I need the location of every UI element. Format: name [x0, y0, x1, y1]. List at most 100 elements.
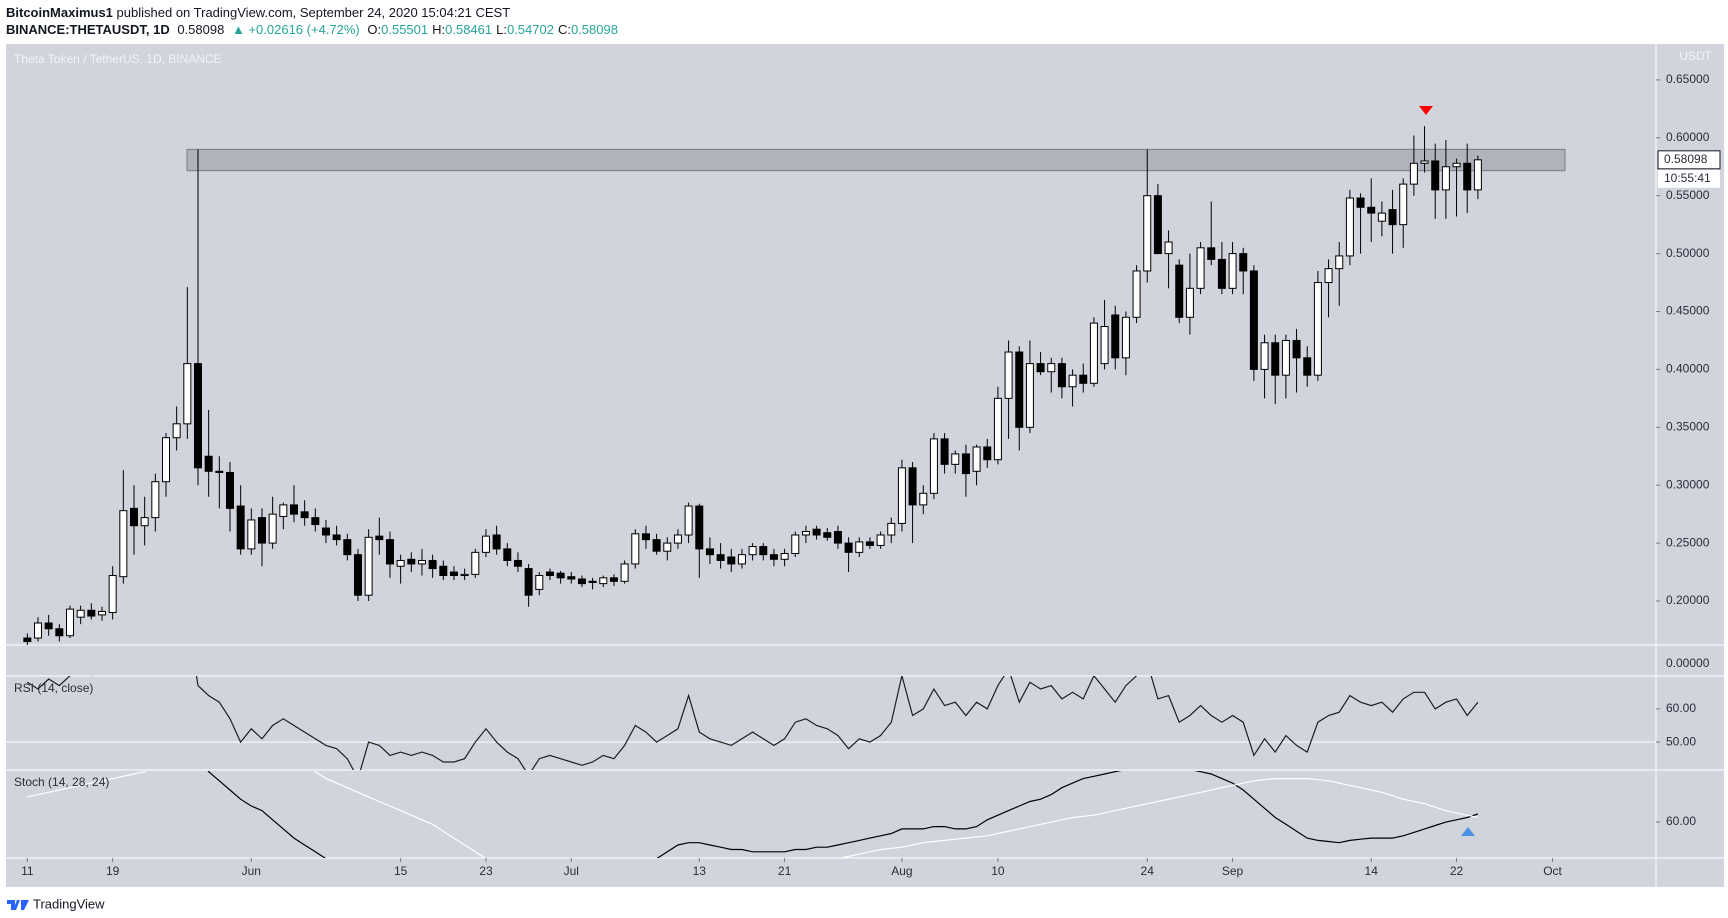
y-tick-label: 0.55000 — [1666, 188, 1710, 202]
x-tick-label: 23 — [479, 864, 493, 878]
ohlc-value: 0.58098 — [570, 22, 618, 37]
candle-body — [1217, 258, 1226, 289]
candle-body — [631, 533, 640, 565]
candle-body — [343, 539, 352, 556]
candle-body — [439, 565, 448, 577]
y-tick-label: 50.00 — [1666, 734, 1696, 748]
candle-body — [204, 455, 213, 472]
candle-body — [1377, 212, 1386, 222]
candle-body — [353, 554, 362, 596]
candle-body — [364, 536, 373, 596]
candle-body — [1132, 270, 1141, 318]
footer-logo — [7, 900, 29, 910]
x-tick-label: 22 — [1450, 864, 1464, 878]
candle-body — [1281, 339, 1290, 376]
candle-body — [652, 539, 661, 552]
candle-body — [1153, 195, 1162, 255]
candle-body — [385, 539, 394, 565]
candle-body — [1111, 314, 1120, 359]
candle-body — [833, 531, 842, 544]
buy-marker — [1461, 827, 1475, 836]
x-tick-label: 19 — [106, 864, 120, 878]
candle-body — [961, 453, 970, 475]
candle-body — [215, 470, 224, 473]
candle-body — [1143, 195, 1152, 272]
candle-body — [695, 505, 704, 550]
ohlc-label: C: — [557, 22, 571, 37]
x-tick-label: 14 — [1365, 864, 1379, 878]
ohlc-value: 0.58461 — [445, 22, 493, 37]
footer-brand: TradingView — [33, 896, 105, 911]
pane-title: Theta Token / TetherUS, 1D, BINANCE — [14, 52, 222, 66]
author: BitcoinMaximus1 — [6, 5, 113, 20]
candle-body — [1196, 247, 1205, 289]
candle-body — [951, 453, 960, 465]
candle-body — [609, 577, 618, 582]
pane-title: Stoch (14, 28, 24) — [14, 775, 109, 789]
candle-body — [1441, 166, 1450, 191]
ohlc-label: O: — [367, 22, 382, 37]
candle-body — [1367, 206, 1376, 214]
ohlc-label: L: — [496, 22, 507, 37]
candle-body — [524, 568, 533, 596]
y-tick-label: 0.40000 — [1666, 362, 1710, 376]
x-tick-label: Oct — [1543, 864, 1562, 878]
pane-title: RSI (14, close) — [14, 681, 93, 695]
candle-body — [225, 471, 234, 509]
candle-body — [119, 510, 128, 578]
candle-body — [1249, 270, 1258, 370]
candle-body — [460, 573, 469, 577]
y-tick-label: 60.00 — [1666, 701, 1696, 715]
candle-body — [556, 572, 565, 579]
candle-body — [919, 492, 928, 506]
y-tick-label: 0.65000 — [1666, 72, 1710, 86]
candle-body — [1089, 322, 1098, 384]
x-tick-label: 21 — [778, 864, 792, 878]
y-tick-label: 0.25000 — [1666, 535, 1710, 549]
candle-body — [1313, 282, 1322, 376]
x-tick-label: 11 — [21, 864, 34, 878]
scale-unit: USDT — [1679, 49, 1712, 63]
candle-body — [769, 554, 778, 560]
candle-body — [663, 542, 672, 552]
candle-body — [300, 511, 309, 519]
x-tick-label: 15 — [394, 864, 408, 878]
candle-body — [1100, 326, 1109, 365]
indicator-line — [27, 771, 1479, 858]
candle-body — [279, 504, 288, 517]
candle-body — [1420, 160, 1429, 164]
candle-body — [1207, 247, 1216, 260]
candle-body — [396, 559, 405, 567]
candle-body — [759, 546, 768, 556]
y-tick-label: 0.50000 — [1666, 246, 1710, 260]
candle-body — [823, 532, 832, 538]
header-line: BINANCE:THETAUSDT, 1D 0.58098 ▲ +0.02616… — [6, 22, 622, 37]
candle-body — [993, 397, 1002, 461]
candle-body — [1185, 287, 1194, 318]
candle-body — [1175, 264, 1184, 318]
candle-body — [183, 363, 192, 425]
candle-body — [983, 446, 992, 461]
candle-body — [65, 608, 74, 637]
plot-layer: 11 19 Jun 15 23 Jul 13 21 Aug 10 24 Sep 14 22 Oct 0.580… — [6, 72, 1721, 878]
candle-body — [33, 622, 42, 639]
candle-body — [791, 534, 800, 555]
candle-body — [737, 554, 746, 565]
candle-body — [684, 505, 693, 536]
candle-body — [97, 610, 106, 616]
countdown-box — [1658, 169, 1720, 188]
candle-body — [1239, 253, 1248, 272]
candle-body — [1473, 159, 1482, 191]
ohlc-label: H: — [432, 22, 446, 37]
scale-label: 0.00000 — [1666, 656, 1710, 670]
candle-body — [620, 563, 629, 582]
candle-body — [1303, 357, 1312, 376]
candle-body — [1036, 363, 1045, 373]
candle-body — [1164, 241, 1173, 255]
candle-body — [876, 534, 885, 546]
y-tick-label: 0.35000 — [1666, 419, 1710, 433]
x-tick-label: Jun — [242, 864, 261, 878]
y-tick-label: 60.00 — [1666, 814, 1696, 828]
candle-body — [1004, 351, 1013, 399]
